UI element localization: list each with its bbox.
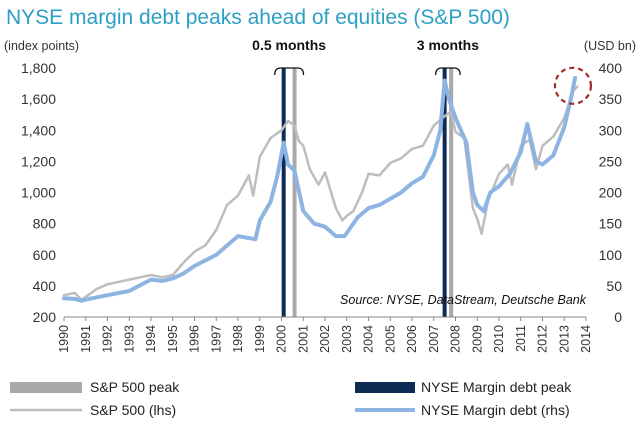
x-tick-label: 2004 — [362, 325, 376, 353]
left-tick-label: 1,600 — [21, 91, 56, 107]
x-tick-label: 2008 — [449, 325, 463, 353]
right-tick-label: 350 — [599, 91, 623, 107]
x-tick-label: 1993 — [122, 325, 136, 353]
right-axis-ticks: 0 50 100 150 200 250 300 350 400 — [599, 60, 623, 325]
right-tick-label: 150 — [599, 216, 623, 232]
peak-markers — [281, 68, 454, 317]
lag-bracket — [274, 67, 305, 76]
x-tick-label: 1997 — [209, 325, 223, 353]
margin-debt-peak-marker — [281, 68, 286, 317]
lag-annotations: 0.5 months 3 months — [252, 37, 593, 105]
x-tick-label: 2013 — [557, 325, 571, 353]
x-tick-label: 2012 — [536, 325, 550, 353]
x-tick-label: 2007 — [427, 325, 441, 353]
left-axis-unit: (index points) — [4, 39, 79, 53]
x-tick-label: 2001 — [296, 325, 310, 353]
recent-peak-highlight — [553, 66, 593, 105]
right-tick-label: 100 — [599, 247, 623, 263]
x-tick-label: 2000 — [275, 325, 289, 353]
left-tick-label: 800 — [33, 216, 57, 232]
sp500-peak-marker — [292, 68, 297, 317]
lag-label: 0.5 months — [252, 37, 326, 53]
x-tick-label: 1996 — [188, 325, 202, 353]
x-tick-label: 2009 — [470, 325, 484, 353]
margin-debt-line — [62, 76, 578, 303]
right-tick-label: 50 — [606, 278, 622, 294]
x-tick-label: 1994 — [144, 325, 158, 353]
series-lines — [62, 76, 579, 303]
right-tick-label: 0 — [614, 309, 622, 325]
left-tick-label: 1,000 — [21, 185, 56, 201]
right-tick-label: 200 — [599, 185, 623, 201]
x-tick-label: 1991 — [79, 325, 93, 353]
lag-bracket — [434, 67, 461, 76]
x-tick-label: 2014 — [579, 325, 593, 353]
left-tick-label: 1,200 — [21, 153, 56, 169]
x-tick-label: 1998 — [231, 325, 245, 353]
legend-label-margin-debt: NYSE Margin debt (rhs) — [421, 402, 570, 418]
x-tick-label: 1990 — [57, 325, 71, 353]
left-tick-label: 1,800 — [21, 60, 56, 76]
sp500-peak-marker — [449, 68, 454, 317]
x-tick-label: 1992 — [101, 325, 115, 353]
x-tick-label: 2010 — [492, 325, 506, 353]
left-axis-ticks: 200 400 600 800 1,000 1,200 1,400 1,600 1,800 — [21, 60, 56, 325]
x-tick-label: 1999 — [253, 325, 267, 353]
margin-debt-peak-marker — [442, 68, 447, 317]
legend-swatch-sp500-peak — [10, 382, 82, 393]
right-axis-unit: (USD bn) — [584, 39, 636, 53]
left-tick-label: 600 — [33, 247, 57, 263]
right-tick-label: 400 — [599, 60, 623, 76]
x-tick-label: 2006 — [405, 325, 419, 353]
x-tick-label: 2005 — [383, 325, 397, 353]
legend: S&P 500 peak NYSE Margin debt peak S&P 5… — [10, 379, 572, 418]
x-tick-label: 2002 — [318, 325, 332, 353]
x-tick-label: 1995 — [166, 325, 180, 353]
right-tick-label: 300 — [599, 122, 623, 138]
legend-label-sp500-peak: S&P 500 peak — [90, 379, 180, 395]
left-tick-label: 200 — [33, 309, 57, 325]
legend-swatch-margin-peak — [355, 382, 415, 393]
right-tick-label: 250 — [599, 153, 623, 169]
legend-label-margin-peak: NYSE Margin debt peak — [421, 379, 572, 395]
x-tick-label: 2003 — [340, 325, 354, 353]
left-tick-label: 400 — [33, 278, 57, 294]
chart-title: NYSE margin debt peaks ahead of equities… — [6, 6, 510, 29]
legend-label-sp500: S&P 500 (lhs) — [90, 402, 176, 418]
sp500-line — [62, 85, 579, 302]
lag-label: 3 months — [417, 37, 479, 53]
source-note: Source: NYSE, DataStream, Deutsche Bank — [340, 293, 587, 307]
left-tick-label: 1,400 — [21, 122, 56, 138]
x-axis-ticks: 1990 1991 1992 1993 1994 1995 1996 1997 1998 1999… — [57, 317, 593, 353]
x-tick-label: 2011 — [514, 325, 528, 352]
